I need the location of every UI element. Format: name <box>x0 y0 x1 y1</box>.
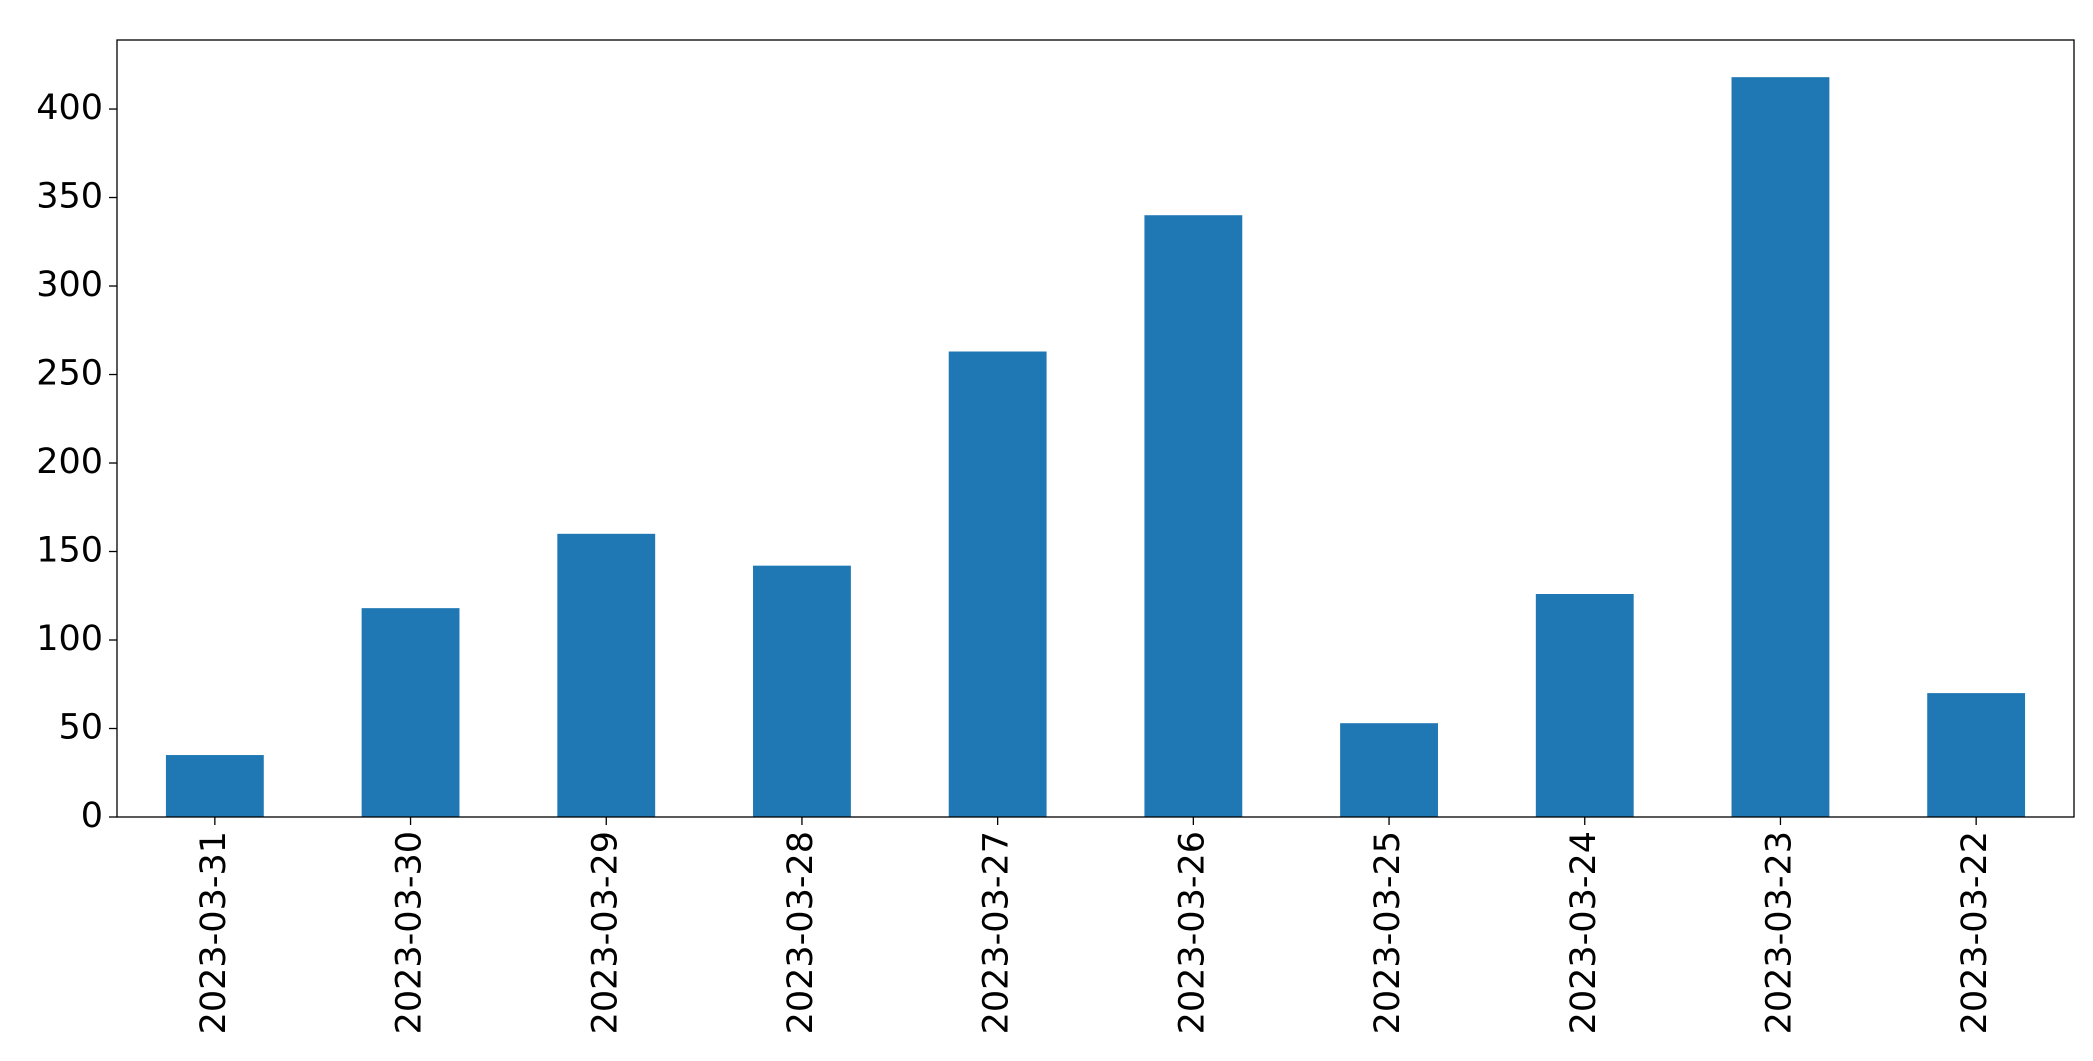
x-tick-label: 2023-03-26 <box>1172 831 1212 1034</box>
y-tick-label: 0 <box>81 796 103 836</box>
x-tick-label: 2023-03-29 <box>585 831 625 1034</box>
bar <box>1535 593 1634 817</box>
y-tick-label: 300 <box>36 265 103 305</box>
bar <box>1340 723 1438 817</box>
bar <box>1731 77 1830 817</box>
bar <box>165 755 264 817</box>
bar <box>1144 215 1243 817</box>
x-tick-label: 2023-03-23 <box>1759 831 1799 1034</box>
bar <box>557 533 656 817</box>
bar <box>753 565 851 817</box>
y-tick-label: 100 <box>36 619 103 659</box>
y-tick-label: 150 <box>36 531 103 571</box>
plot-frame <box>116 39 2075 818</box>
x-tick-label: 2023-03-30 <box>390 831 430 1034</box>
x-tick-label: 2023-03-22 <box>1955 831 1995 1034</box>
x-tick-label: 2023-03-27 <box>977 831 1017 1034</box>
y-tick-label: 50 <box>58 708 103 748</box>
y-tick-label: 250 <box>36 354 103 394</box>
x-tick-label: 2023-03-31 <box>194 831 234 1034</box>
y-tick-label: 400 <box>36 88 103 128</box>
x-tick-label: 2023-03-24 <box>1564 831 1604 1034</box>
y-tick-label: 200 <box>36 442 103 482</box>
bar <box>1927 693 2026 817</box>
bar <box>948 351 1047 817</box>
plot: 0 50 100 150 200 250 300 350 400 2023-03-31 2023-0… <box>36 77 2026 1034</box>
y-tick-label: 350 <box>36 177 103 217</box>
x-tick-label: 2023-03-28 <box>781 831 821 1034</box>
x-tick-label: 2023-03-25 <box>1368 831 1408 1034</box>
bar <box>361 608 460 817</box>
